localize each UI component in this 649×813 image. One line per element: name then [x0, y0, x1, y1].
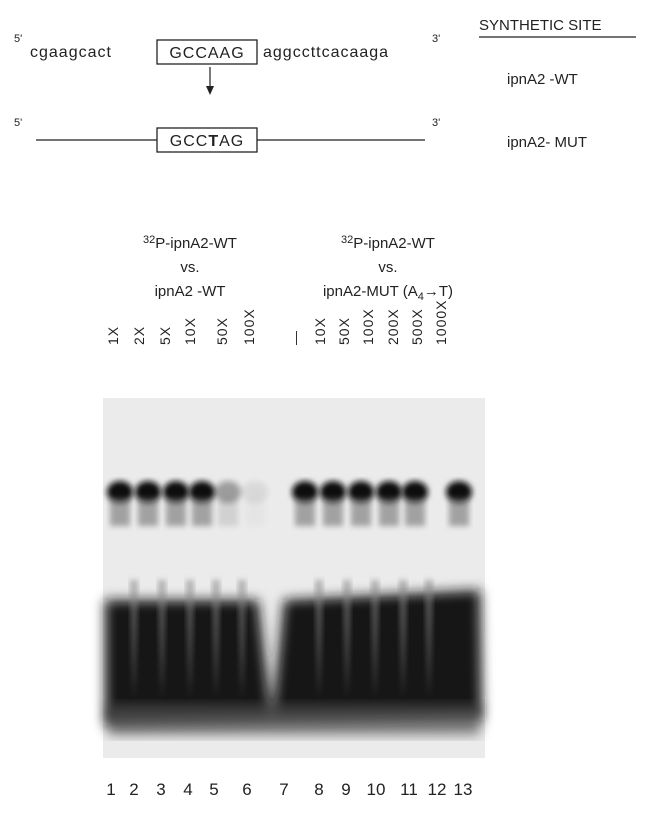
free-probe-tail [108, 705, 480, 735]
lane-number: 13 [454, 780, 473, 799]
lane-number: 5 [209, 780, 218, 799]
versus: vs. [180, 259, 199, 276]
amount-label: 100X [360, 308, 376, 345]
lane-number: 6 [242, 780, 251, 799]
amount-label: 50X [214, 317, 230, 345]
amount-label: 2X [131, 326, 147, 345]
five-prime: 5' [14, 33, 22, 45]
gel [103, 398, 485, 758]
competitor: ipnA2 -WT [155, 283, 226, 300]
lane-number: 1 [106, 780, 115, 799]
band-smear [192, 498, 212, 526]
band-smear [110, 498, 130, 526]
amount-label: — [287, 330, 303, 345]
lane-number: 11 [400, 780, 418, 799]
lane-number: 9 [341, 780, 350, 799]
amount-label: 100X [241, 308, 257, 345]
three-prime: 3' [432, 33, 440, 45]
site: GCCTAG [170, 133, 244, 150]
band-smear [218, 498, 238, 526]
amount-label: 200X [385, 308, 401, 345]
five-prime: 5' [14, 117, 22, 129]
band-smear [323, 498, 343, 526]
lane-number: 8 [314, 780, 323, 799]
lane-number: 2 [129, 780, 138, 799]
three-prime: 3' [432, 117, 440, 129]
band-smear [295, 498, 315, 526]
amount-label: 1X [105, 326, 121, 345]
versus: vs. [378, 259, 397, 276]
probe: 32P-ipnA2-WT [341, 234, 435, 252]
sequence-label: ipnA2 -WT [507, 71, 578, 88]
figure: SYNTHETIC SITE 5' cgaagcact GCCAAG aggcc… [0, 0, 649, 808]
band-smear [166, 498, 186, 526]
probe: 32P-ipnA2-WT [143, 234, 237, 252]
sequence-label: ipnA2- MUT [507, 134, 587, 151]
lane-number: 7 [279, 780, 288, 799]
amount-label: 1000X [433, 300, 449, 345]
lane-number: 10 [367, 780, 386, 799]
amount-label: 50X [336, 317, 352, 345]
amount-label: 10X [182, 317, 198, 345]
sequence-right: aggccttcacaaga [263, 44, 389, 61]
site: GCCAAG [169, 45, 244, 62]
amount-label: 5X [157, 326, 173, 345]
band-smear [449, 498, 469, 526]
band-smear [351, 498, 371, 526]
band-smear [138, 498, 158, 526]
band-smear [379, 498, 399, 526]
sequence-left: cgaagcact [30, 44, 112, 61]
amount-label: 500X [409, 308, 425, 345]
title: SYNTHETIC SITE [479, 17, 602, 34]
lane-number: 3 [156, 780, 165, 799]
lane-number: 12 [428, 780, 447, 799]
arrow-head [206, 86, 214, 95]
band-smear [245, 498, 265, 526]
amount-label: 10X [312, 317, 328, 345]
lane-number: 4 [183, 780, 192, 799]
band-smear [405, 498, 425, 526]
